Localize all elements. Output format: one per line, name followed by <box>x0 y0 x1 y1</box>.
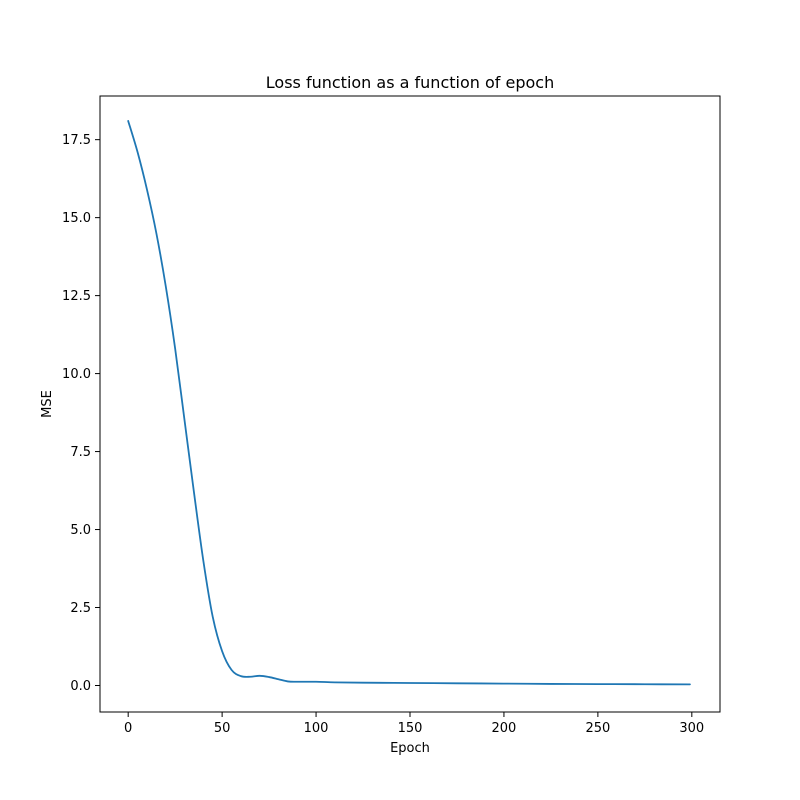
plot-background <box>100 96 720 712</box>
y-tick-label: 5.0 <box>70 523 91 538</box>
y-axis: 0.0 2.5 5.0 7.5 10.0 12.5 15.0 17.5 <box>62 133 100 694</box>
y-tick-label: 0.0 <box>70 679 91 694</box>
x-tick-label: 300 <box>679 721 704 736</box>
x-tick-label: 150 <box>398 721 423 736</box>
x-tick-label: 200 <box>492 721 517 736</box>
y-tick-label: 15.0 <box>62 211 91 226</box>
x-tick-label: 50 <box>214 721 231 736</box>
series-layer <box>127 120 691 686</box>
y-tick-label: 17.5 <box>62 133 91 148</box>
x-axis-label: Epoch <box>390 741 430 756</box>
y-tick-label: 2.5 <box>70 601 91 616</box>
x-axis: 0 50 100 150 200 250 300 <box>124 712 704 736</box>
x-tick-label: 250 <box>585 721 610 736</box>
x-tick-label: 0 <box>124 721 132 736</box>
y-tick-label: 7.5 <box>70 445 91 460</box>
chart-title: Loss function as a function of epoch <box>266 73 554 92</box>
y-tick-label: 10.0 <box>62 367 91 382</box>
y-axis-label: MSE <box>40 390 55 418</box>
y-tick-label: 12.5 <box>62 289 91 304</box>
x-tick-label: 100 <box>304 721 329 736</box>
series-line-0 <box>127 120 691 686</box>
